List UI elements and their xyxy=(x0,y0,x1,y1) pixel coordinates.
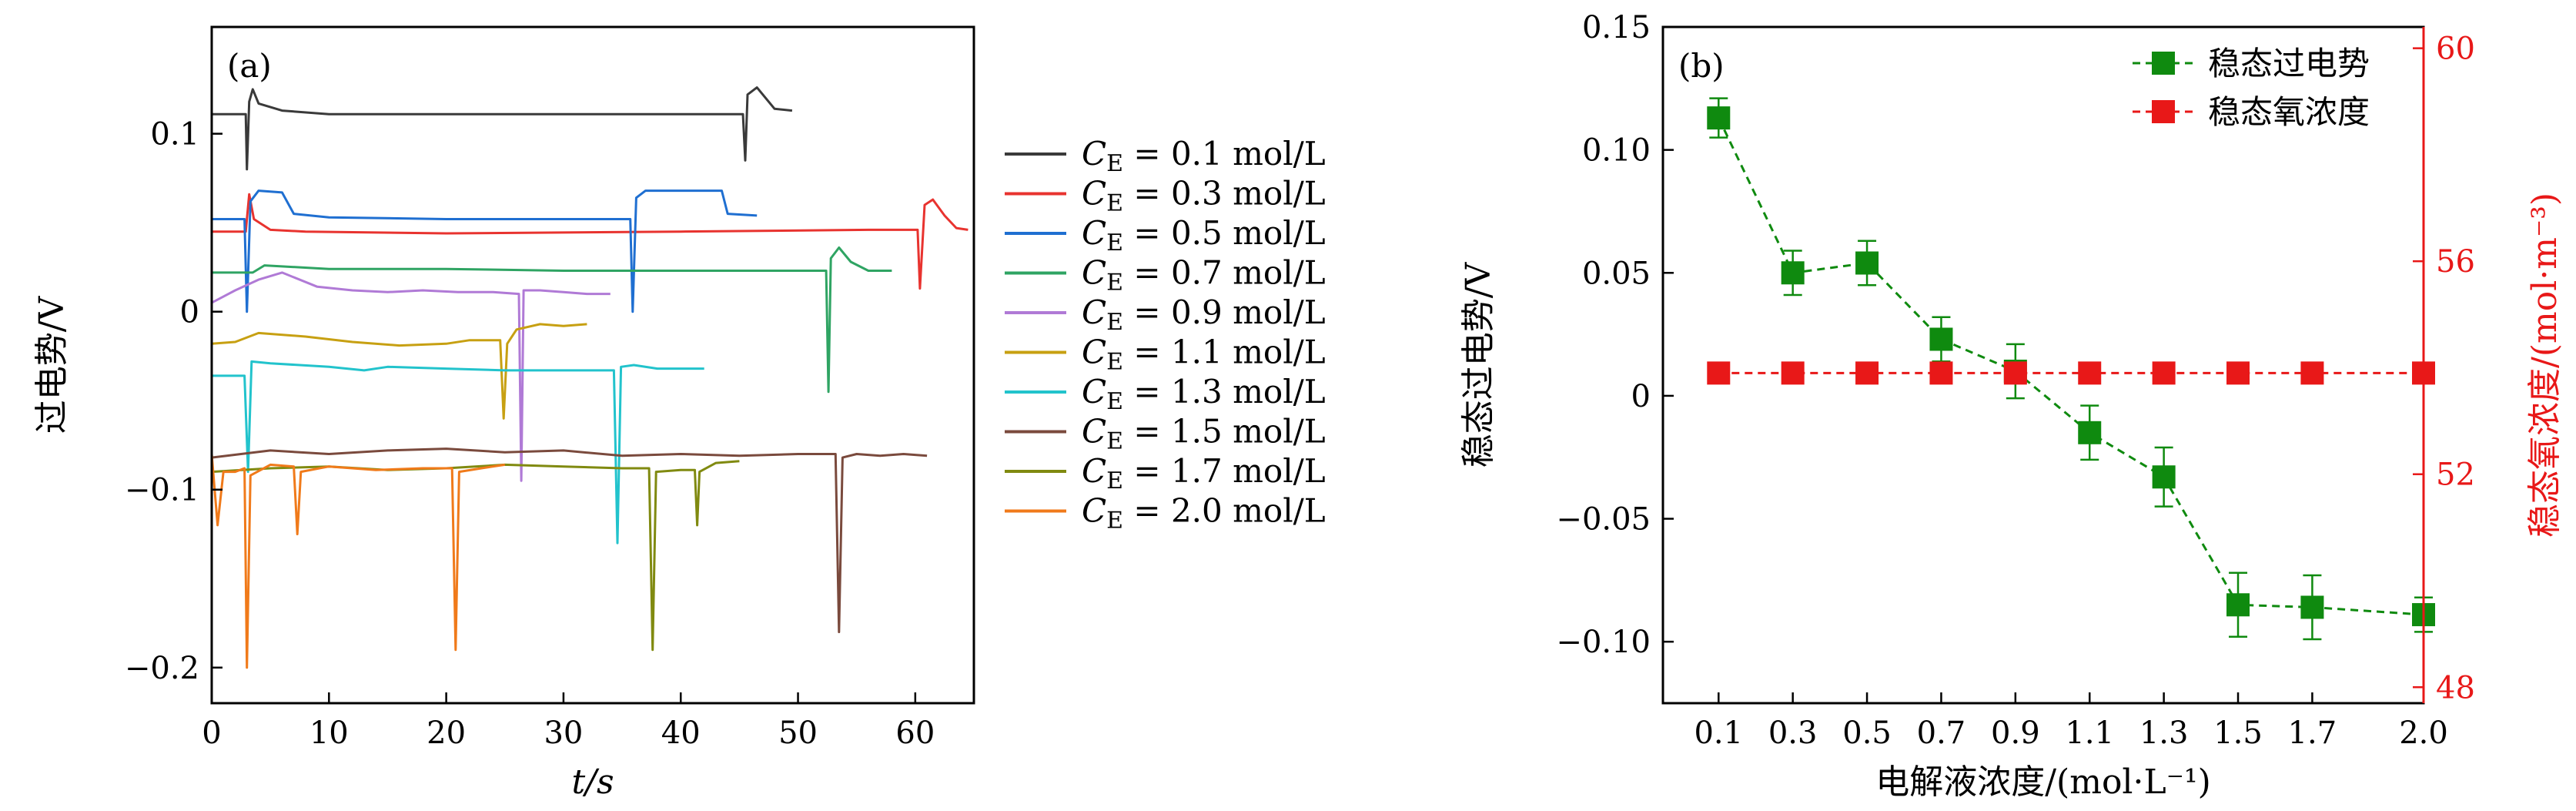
chart-b-x-tick-label: 0.5 xyxy=(1842,715,1892,751)
chart-a-legend-entry: CE = 0.9 mol/L xyxy=(1082,293,1326,336)
chart-a-series-line-9 xyxy=(210,454,506,669)
chart-a-y-tick-label: −0.2 xyxy=(125,651,199,686)
chart-a-y-tick-label: 0.1 xyxy=(150,117,199,152)
chart-b-x-ticks: 0.1 0.3 0.5 0.7 0.9 1.1 1.3 1.5 1.7 2.0 xyxy=(1694,692,2448,751)
chart-a-x-tick-label: 40 xyxy=(661,715,701,751)
chart-b-y-tick-label: 0.10 xyxy=(1582,133,1651,169)
chart-b-y-tick-label: −0.05 xyxy=(1556,502,1651,538)
chart-a-legend-entry: CE = 1.5 mol/L xyxy=(1082,413,1326,455)
chart-b-point xyxy=(2300,361,2324,385)
chart-a-legend-entry: CE = 0.7 mol/L xyxy=(1082,254,1326,297)
chart-a-legend-entry: CE = 1.3 mol/L xyxy=(1082,373,1326,415)
chart-b-x-tick-label: 1.3 xyxy=(2139,715,2189,751)
chart-b-right-y-axis-label: 稳态氧浓度/(mol·m⁻³) xyxy=(2525,193,2564,538)
chart-b-point xyxy=(2003,361,2027,385)
chart-b-y-tick-label: 0.05 xyxy=(1582,256,1651,291)
chart-b-right-y-ticks: 48 52 56 60 xyxy=(2413,27,2475,705)
chart-b-right-y-tick-label: 60 xyxy=(2436,32,2475,67)
chart-b-point xyxy=(1781,361,1805,385)
chart-b-y-tick-label: −0.10 xyxy=(1556,625,1651,660)
chart-b-right-y-tick-label: 52 xyxy=(2436,457,2475,493)
chart-b-x-tick-label: 2.0 xyxy=(2399,715,2448,751)
chart-b-x-tick-label: 0.1 xyxy=(1694,715,1743,751)
chart-a-legend-entry: CE = 0.1 mol/L xyxy=(1082,135,1326,177)
chart-a: 0 10 20 30 40 50 60 −0.2 −0.1 0 0.1 (a) t/s 过电势/V… xyxy=(32,25,1326,802)
chart-a-x-tick-label: 0 xyxy=(202,715,221,751)
chart-a-series-line-3 xyxy=(212,246,892,394)
chart-a-x-ticks: 0 10 20 30 40 50 60 xyxy=(202,692,935,751)
chart-b-x-tick-label: 1.1 xyxy=(2065,715,2114,751)
chart-b-y-tick-label: 0 xyxy=(1631,379,1651,414)
chart-a-legend: CE = 0.1 mol/LCE = 0.3 mol/LCE = 0.5 mol… xyxy=(1005,135,1326,535)
chart-a-y-tick-label: 0 xyxy=(180,295,199,330)
chart-a-series-line-1 xyxy=(212,193,969,290)
chart-b-x-tick-label: 1.5 xyxy=(2213,715,2263,751)
chart-a-series-line-5 xyxy=(211,323,587,420)
chart-b-series xyxy=(1707,97,2435,641)
chart-a-x-tick-label: 20 xyxy=(427,715,466,751)
chart-a-y-ticks: −0.2 −0.1 0 0.1 xyxy=(125,117,222,686)
chart-a-panel-label: (a) xyxy=(227,47,272,85)
chart-a-series-line-8 xyxy=(211,460,740,652)
chart-b-y-ticks: −0.10 −0.05 0 0.05 0.10 0.15 xyxy=(1556,10,1674,660)
chart-b-legend-swatch-marker xyxy=(2152,100,2175,123)
chart-b-x-tick-label: 0.3 xyxy=(1768,715,1818,751)
chart-b-point xyxy=(1929,361,1953,385)
chart-b-point xyxy=(2226,593,2250,617)
chart-b-point xyxy=(2226,361,2250,385)
chart-b-right-y-tick-label: 48 xyxy=(2436,670,2475,705)
chart-a-series-line-2 xyxy=(212,189,758,313)
chart-a-legend-entry: CE = 1.7 mol/L xyxy=(1082,452,1326,494)
chart-b-x-tick-label: 1.7 xyxy=(2288,715,2337,751)
chart-b-legend-swatch-marker xyxy=(2152,52,2175,75)
chart-a-frame xyxy=(210,25,975,705)
chart-b-x-tick-label: 0.9 xyxy=(1991,715,2040,751)
chart-b-legend-entry: 稳态氧浓度 xyxy=(2208,93,2370,131)
chart-b-series-line-0 xyxy=(1717,117,2424,616)
chart-a-legend-entry: CE = 0.5 mol/L xyxy=(1082,214,1326,256)
chart-a-x-axis-label: t/s xyxy=(571,762,614,802)
chart-a-legend-entry: CE = 1.1 mol/L xyxy=(1082,333,1326,376)
chart-a-y-tick-label: −0.1 xyxy=(125,473,199,508)
chart-b-y-tick-label: 0.15 xyxy=(1582,10,1651,45)
chart-b-point xyxy=(2152,465,2176,489)
chart-b-y-axis-label: 稳态过电势/V xyxy=(1459,261,1498,467)
chart-b-right-y-tick-label: 56 xyxy=(2436,244,2475,280)
chart-a-legend-entry: CE = 0.3 mol/L xyxy=(1082,175,1326,217)
chart-a-series-line-6 xyxy=(212,360,704,545)
chart-b-point xyxy=(1707,361,1731,385)
chart-a-y-axis-label: 过电势/V xyxy=(32,295,72,434)
chart-a-x-tick-label: 60 xyxy=(895,715,935,751)
chart-b-point xyxy=(2078,421,2102,444)
chart-a-legend-entry: CE = 2.0 mol/L xyxy=(1082,492,1326,535)
chart-a-series-line-7 xyxy=(211,447,928,634)
chart-b-point xyxy=(1781,261,1805,285)
chart-b-point xyxy=(1855,251,1879,275)
chart-a-x-tick-label: 30 xyxy=(544,715,583,751)
chart-a-series-line-4 xyxy=(211,271,611,482)
chart-b-point xyxy=(2078,361,2102,385)
chart-b-x-axis-label: 电解液浓度/(mol·L⁻¹) xyxy=(1875,762,2211,802)
chart-a-series-lines xyxy=(210,86,969,669)
chart-b-legend-entry: 稳态过电势 xyxy=(2208,45,2370,82)
chart-b-point xyxy=(1929,327,1953,351)
chart-a-x-tick-label: 10 xyxy=(309,715,349,751)
chart-b-x-tick-label: 0.7 xyxy=(1917,715,1966,751)
chart-a-series-line-0 xyxy=(212,86,793,171)
chart-b-point xyxy=(2152,361,2176,385)
chart-b-point xyxy=(1855,361,1879,385)
chart-b-point xyxy=(1707,106,1731,130)
chart-b: 0.1 0.3 0.5 0.7 0.9 1.1 1.3 1.5 1.7 2.0 −0.10 −0.0… xyxy=(1459,10,2564,802)
chart-b-point xyxy=(2300,595,2324,619)
chart-b-panel-label: (b) xyxy=(1678,47,1725,85)
chart-a-x-tick-label: 50 xyxy=(778,715,818,751)
